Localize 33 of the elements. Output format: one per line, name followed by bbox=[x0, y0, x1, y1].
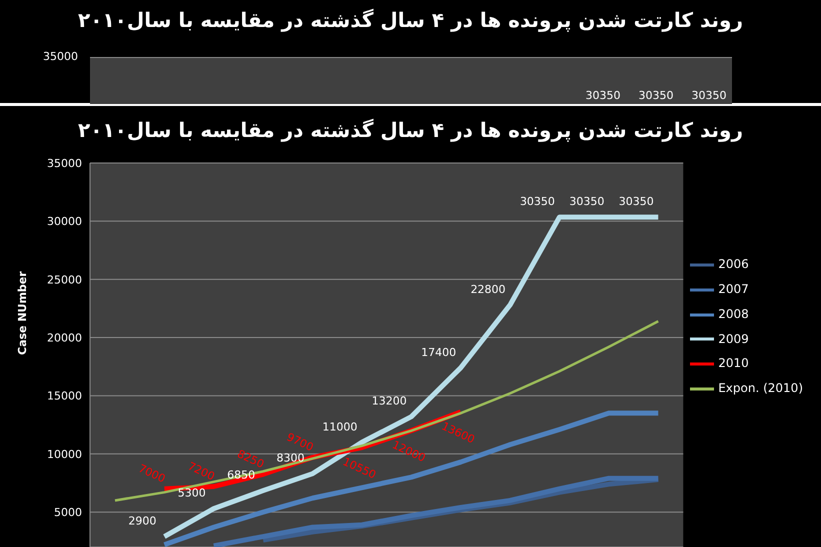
text: 30350 bbox=[690, 89, 728, 102]
y-tick-label: 10000 bbox=[47, 448, 82, 461]
data-label: 17400 bbox=[421, 346, 456, 359]
data-label: 30350 bbox=[520, 195, 555, 208]
data-label: 8300 bbox=[276, 452, 305, 465]
text: روند کارتت شدن پرونده ها در ۴ سال گذشته در مقایسه با سال۲۰۱۰ bbox=[77, 8, 744, 32]
data-label: 30350 bbox=[569, 195, 604, 208]
data-label: 7000 bbox=[136, 462, 168, 486]
data-label: 30350 bbox=[618, 195, 654, 208]
data-label: 7200 bbox=[186, 460, 217, 484]
legend-label: 2007 bbox=[718, 282, 749, 296]
data-label: 13200 bbox=[372, 394, 407, 408]
legend-label: 2006 bbox=[718, 257, 749, 272]
text: 30350 bbox=[584, 89, 622, 102]
chart-title: روند کارتت شدن پرونده ها در ۴ سال گذشته در مقایسه با سال۲۰۱۰ bbox=[77, 118, 744, 142]
y-axis-title: Case NUmber bbox=[16, 270, 29, 355]
legend-label: 2008 bbox=[718, 306, 749, 321]
data-label: 9700 bbox=[284, 430, 316, 454]
text: 30350 bbox=[638, 89, 674, 102]
y-tick-label: 30000 bbox=[47, 215, 82, 228]
legend-label: Expon. (2010) bbox=[718, 380, 803, 395]
data-label: 22800 bbox=[470, 282, 506, 296]
data-label: 11000 bbox=[322, 420, 358, 434]
y-tick-label: 15000 bbox=[47, 390, 82, 403]
data-label: 8250 bbox=[235, 447, 266, 471]
y-tick-label: 20000 bbox=[47, 331, 82, 344]
data-label: 2900 bbox=[128, 514, 156, 528]
y-tick-label: 5000 bbox=[54, 506, 82, 519]
data-label: 5300 bbox=[178, 486, 206, 500]
legend-label: 2010 bbox=[718, 356, 749, 370]
y-tick-label: 25000 bbox=[47, 273, 82, 286]
legend-label: 2009 bbox=[718, 332, 749, 346]
y-tick-label: 35000 bbox=[47, 156, 82, 170]
